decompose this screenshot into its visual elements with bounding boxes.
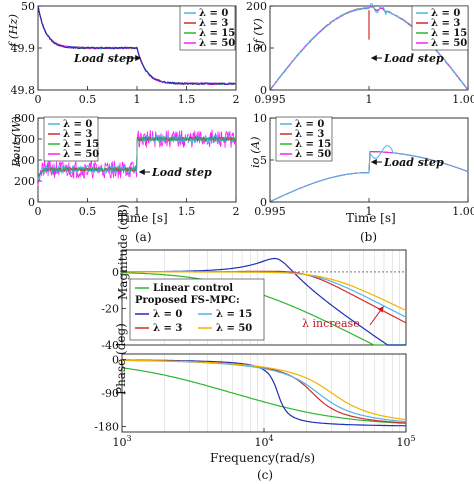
xlabel-c-bottom: Frequency(rad/s) bbox=[210, 451, 315, 465]
svg-text:λ = 3: λ = 3 bbox=[63, 129, 92, 140]
svg-text:λ = 50: λ = 50 bbox=[199, 38, 235, 49]
xtick-label: 105 bbox=[396, 434, 415, 449]
caption-c: (c) bbox=[257, 468, 273, 482]
ytick-label: 600 bbox=[14, 133, 35, 146]
svg-text:λ = 3: λ = 3 bbox=[199, 18, 228, 29]
svg-text:Proposed FS-MPC:: Proposed FS-MPC: bbox=[135, 295, 240, 306]
caption-a: (a) bbox=[135, 230, 152, 244]
ytick-label: 0 bbox=[28, 196, 35, 209]
series-line-phase bbox=[121, 367, 407, 424]
svg-text:λ = 50: λ = 50 bbox=[295, 149, 331, 160]
svg-text:λ = 0: λ = 0 bbox=[295, 119, 324, 130]
series-line-freq bbox=[37, 5, 237, 86]
ytick-label: 200 bbox=[246, 0, 267, 13]
ytick-label: 200 bbox=[14, 175, 35, 188]
ytick-label: 400 bbox=[14, 154, 35, 167]
ytick-label: 0 bbox=[112, 266, 119, 279]
ytick-label: -20 bbox=[101, 302, 119, 315]
xlabel-a-bottom: Time [s] bbox=[118, 211, 168, 225]
ylabel-a-bottom: Pout (W) bbox=[9, 116, 23, 168]
svg-text:λ = 3: λ = 3 bbox=[431, 18, 460, 29]
xtick-label: 1 bbox=[134, 93, 141, 106]
xtick-label: 1.005 bbox=[452, 93, 474, 106]
ytick-label: 49.8 bbox=[11, 84, 36, 97]
legend-a-top: λ = 0 λ = 3 λ = 15 λ = 50 bbox=[179, 5, 235, 51]
svg-text:λ = 50: λ = 50 bbox=[431, 38, 467, 49]
xtick-label: 2 bbox=[233, 205, 240, 218]
xtick-label: 1 bbox=[134, 205, 141, 218]
svg-text:λ = 15: λ = 15 bbox=[216, 309, 252, 320]
xtick-label: 0.5 bbox=[79, 93, 97, 106]
xtick-label: 1 bbox=[366, 205, 373, 218]
xtick-label: 0 bbox=[35, 205, 42, 218]
ytick-label: -90 bbox=[101, 387, 119, 400]
ylabel-c-bottom: Phase (deg) bbox=[114, 323, 128, 395]
ytick-label: 0 bbox=[260, 84, 267, 97]
xtick-label: 2 bbox=[233, 93, 240, 106]
series-line-io bbox=[269, 145, 469, 203]
ytick-label: 49.9 bbox=[11, 42, 36, 55]
caption-b: (b) bbox=[360, 230, 377, 244]
svg-text:λ = 15: λ = 15 bbox=[199, 28, 235, 39]
legend-c-top: Linear control Proposed FS-MPC: λ = 0 λ … bbox=[129, 278, 265, 341]
legend-a-bottom: λ = 0 λ = 3 λ = 15 λ = 50 bbox=[43, 116, 99, 162]
legend-b-bottom: λ = 0 λ = 3 λ = 15 λ = 50 bbox=[275, 116, 333, 162]
svg-text:λ = 15: λ = 15 bbox=[431, 28, 467, 39]
ylabel-b-top: vf (V) bbox=[251, 18, 265, 50]
xlabel-b-bottom: Time [s] bbox=[346, 211, 396, 225]
ytick-label: -40 bbox=[101, 339, 119, 352]
svg-text:λ = 0: λ = 0 bbox=[153, 309, 182, 320]
ytick-label: 0 bbox=[260, 196, 267, 209]
annotation-b-bottom: Load step bbox=[383, 156, 444, 169]
ytick-label: 0 bbox=[112, 354, 119, 367]
xtick-label: 0.5 bbox=[79, 205, 97, 218]
annotation-arrow-c-top bbox=[369, 306, 384, 326]
ytick-label: 10 bbox=[253, 112, 267, 125]
svg-text:λ = 15: λ = 15 bbox=[295, 139, 331, 150]
xtick-label: 0 bbox=[35, 93, 42, 106]
ylabel-b-bottom: io (A) bbox=[248, 136, 262, 168]
annotation-a-bottom: Load step bbox=[151, 166, 212, 179]
xtick-label: 0.995 bbox=[254, 93, 286, 106]
xtick-label: 1.5 bbox=[178, 93, 196, 106]
svg-text:λ = 0: λ = 0 bbox=[63, 119, 92, 130]
ylabel-a-top: f (Hz) bbox=[6, 14, 20, 48]
annotation-a-top: Load step bbox=[73, 52, 134, 65]
annotation-b-top: Load step bbox=[383, 52, 444, 65]
xtick-label: 0.995 bbox=[254, 205, 286, 218]
xtick-label: 1 bbox=[366, 93, 373, 106]
series-line-power bbox=[37, 136, 237, 180]
svg-text:λ = 50: λ = 50 bbox=[216, 323, 252, 334]
svg-text:λ = 50: λ = 50 bbox=[63, 149, 99, 160]
ytick-label: 5 bbox=[260, 154, 267, 167]
svg-text:λ = 0: λ = 0 bbox=[431, 8, 460, 19]
svg-text:λ = 3: λ = 3 bbox=[153, 323, 182, 334]
ylabel-c-top: Magnitude (dB) bbox=[116, 204, 130, 300]
xtick-label: 104 bbox=[254, 434, 273, 449]
svg-text:λ = 0: λ = 0 bbox=[199, 8, 228, 19]
series-line-magnitude bbox=[122, 271, 407, 312]
axes-frame-c-top bbox=[121, 249, 407, 346]
ytick-label: 50 bbox=[21, 0, 35, 13]
svg-text:Linear control: Linear control bbox=[153, 283, 233, 294]
svg-text:λ = 15: λ = 15 bbox=[63, 139, 99, 150]
xtick-label: 1.005 bbox=[452, 205, 474, 218]
series-line-phase bbox=[122, 359, 407, 421]
xtick-label: 103 bbox=[112, 434, 131, 449]
xtick-label: 1.5 bbox=[178, 205, 196, 218]
ytick-label: -180 bbox=[94, 420, 119, 433]
ytick-label: 100 bbox=[246, 42, 267, 55]
annotation-c-top: λ increase bbox=[302, 317, 360, 330]
svg-text:λ = 3: λ = 3 bbox=[295, 129, 324, 140]
ytick-label: 800 bbox=[14, 112, 35, 125]
legend-b-top: λ = 0 λ = 3 λ = 15 λ = 50 bbox=[411, 5, 469, 51]
